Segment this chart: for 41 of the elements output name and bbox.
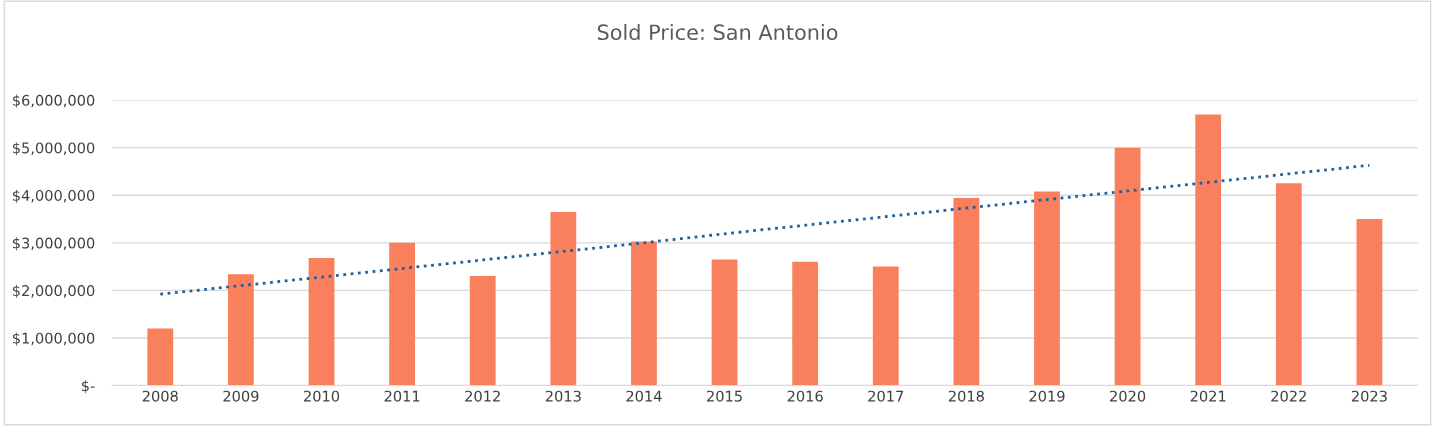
y-tick-label: $6,000,000 [12, 94, 95, 108]
bar [872, 266, 899, 386]
x-tick-label: 2022 [1271, 390, 1306, 402]
bar [711, 259, 738, 386]
bar [1034, 191, 1060, 386]
bar [1275, 183, 1302, 386]
bar [631, 241, 657, 386]
x-tick-label: 2014 [626, 390, 662, 402]
x-tick-label: 2015 [707, 390, 742, 402]
bar [550, 211, 577, 386]
x-tick-label: 2019 [1029, 390, 1065, 402]
bar [1195, 114, 1222, 386]
chart-title: Sold Price: San Antonio [597, 24, 838, 41]
bar [147, 328, 174, 386]
x-tick-label: 2010 [304, 390, 340, 402]
x-tick-label: 2009 [223, 390, 259, 402]
y-tick-label: $3,000,000 [12, 237, 95, 251]
x-tick-label: 2021 [1190, 390, 1226, 402]
x-tick-label: 2011 [384, 390, 420, 402]
bar [1356, 219, 1383, 386]
y-tick-label: $- [81, 379, 95, 394]
x-tick-label: 2016 [787, 390, 823, 402]
x-tick-label: 2020 [1110, 390, 1146, 402]
y-tick-label: $4,000,000 [12, 189, 95, 203]
bar [953, 198, 980, 386]
x-tick-label: 2012 [465, 390, 500, 402]
x-tick-label: 2017 [868, 390, 904, 402]
y-tick-label: $1,000,000 [12, 332, 95, 346]
y-tick-label: $2,000,000 [12, 284, 95, 299]
bar [792, 261, 819, 386]
bar [469, 276, 496, 386]
x-tick-label: 2018 [948, 390, 984, 402]
x-tick-label: 2013 [545, 390, 581, 402]
x-tick-label: 2023 [1351, 390, 1387, 402]
x-tick-label: 2008 [142, 390, 178, 402]
bar [389, 242, 416, 386]
line-series [158, 163, 1371, 296]
bar [308, 258, 335, 386]
y-tick-label: $5,000,000 [12, 142, 95, 156]
bar [228, 274, 254, 386]
bar [1114, 147, 1141, 386]
